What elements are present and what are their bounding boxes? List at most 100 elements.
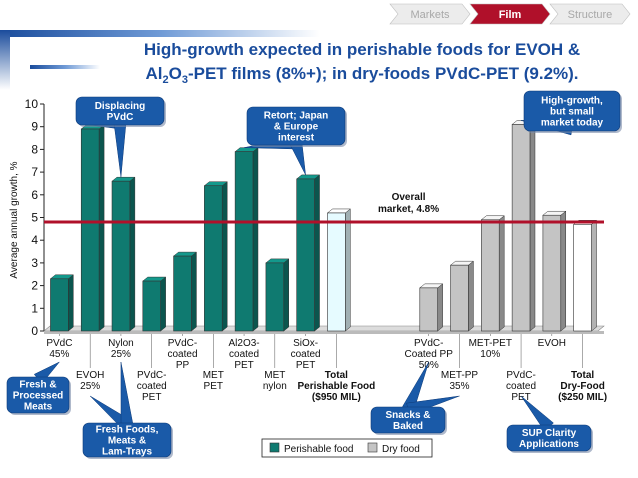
legend-swatch bbox=[367, 442, 378, 453]
legend-swatch bbox=[269, 442, 280, 453]
legend: Perishable food Dry food bbox=[261, 438, 433, 458]
x-tick-label: MET bbox=[203, 370, 224, 381]
x-tick-label: 10% bbox=[480, 349, 500, 360]
y-tick-label: 4 bbox=[31, 233, 38, 247]
callout-text: Meats & bbox=[108, 436, 146, 447]
svg-text:Film[interactable]: Film bbox=[499, 9, 522, 21]
bar-6 bbox=[234, 147, 259, 332]
bar-12 bbox=[419, 283, 444, 332]
x-tick-label: MET-PET bbox=[469, 338, 512, 349]
page-title: High-growth expected in perishable foods… bbox=[144, 40, 580, 59]
callout-text: High-growth, bbox=[541, 96, 603, 107]
callout-text: interest bbox=[278, 133, 315, 144]
x-tick-label: ($250 MIL) bbox=[558, 392, 607, 403]
x-tick-label: Perishable Food bbox=[297, 381, 375, 392]
bar-0 bbox=[49, 274, 75, 332]
x-tick-label: Dry-Food bbox=[560, 381, 604, 392]
callout-text: SUP Clarity bbox=[522, 428, 577, 439]
y-tick-label: 7 bbox=[31, 165, 38, 179]
x-tick-label: MET bbox=[264, 370, 285, 381]
x-tick-label: PVdC bbox=[46, 338, 72, 349]
bar-16 bbox=[542, 210, 567, 332]
x-tick-label: PET bbox=[234, 360, 253, 371]
x-tick-label: coated bbox=[506, 381, 536, 392]
bars bbox=[49, 119, 598, 332]
x-tick-label: coated bbox=[167, 349, 197, 360]
bar-7 bbox=[265, 258, 290, 332]
x-tick-label: PVdC- bbox=[168, 338, 197, 349]
x-tick-label: coated bbox=[229, 349, 259, 360]
callout-text: Displacing bbox=[95, 101, 146, 112]
bar-3 bbox=[142, 276, 167, 332]
x-tick-labels: PVdC45%EVOH25%Nylon25%PVdC-coatedPETPVdC… bbox=[46, 334, 607, 403]
y-tick-label: 10 bbox=[25, 97, 39, 111]
svg-text:Structure[interactable]: Structure bbox=[568, 9, 613, 21]
nav-tabs: Markets Film Structure bbox=[389, 3, 631, 25]
legend-entry-0: Perishable food bbox=[269, 442, 354, 455]
callout-text: Fresh Foods, bbox=[96, 425, 159, 436]
chart-floor-edge bbox=[44, 331, 604, 334]
callout-text: but small bbox=[550, 107, 594, 118]
x-tick-label: PET bbox=[142, 392, 161, 403]
x-tick-label: 25% bbox=[111, 349, 131, 360]
title-line1: High-growth expected in perishable foods… bbox=[144, 40, 580, 59]
growth-chart: Average annual growth, % 0 1 2 3 4 5 6 7 8 9 10 PV… bbox=[6, 90, 622, 459]
tab-markets[interactable]: Markets bbox=[389, 3, 471, 25]
x-tick-label: PVdC- bbox=[137, 370, 166, 381]
callout-text: market today bbox=[541, 118, 604, 129]
reference-line-label: market, 4.8% bbox=[378, 204, 439, 215]
x-tick-label: EVOH bbox=[538, 338, 566, 349]
x-tick-label: Al2O3- bbox=[228, 338, 259, 349]
bar-1 bbox=[80, 124, 105, 332]
y-tick-label: 5 bbox=[31, 211, 38, 225]
bar-8 bbox=[295, 174, 321, 332]
y-tick-label: 6 bbox=[31, 188, 38, 202]
callout-text: Fresh & bbox=[19, 380, 56, 391]
legend-entry-1: Dry food bbox=[367, 442, 420, 455]
x-tick-label: MET-PP bbox=[441, 370, 479, 381]
x-tick-label: coated bbox=[137, 381, 167, 392]
x-tick-label: nylon bbox=[263, 381, 287, 392]
x-tick-label: coated bbox=[291, 349, 321, 360]
bar-2 bbox=[111, 176, 136, 332]
y-axis-label: Average annual growth, % bbox=[9, 161, 20, 278]
reference-line-label: Overall bbox=[392, 192, 426, 203]
callout-text: Snacks & bbox=[385, 410, 430, 421]
callout-text: Lam-Trays bbox=[102, 447, 152, 458]
x-tick-label: PVdC- bbox=[414, 338, 443, 349]
x-tick-label: Coated PP bbox=[405, 349, 454, 360]
y-tick-label: 2 bbox=[31, 279, 38, 293]
legend-label: Perishable food bbox=[284, 444, 354, 455]
x-tick-label: PET bbox=[511, 392, 530, 403]
x-tick-label: EVOH bbox=[76, 370, 104, 381]
x-tick-label: PP bbox=[176, 360, 190, 371]
x-tick-label: PET bbox=[296, 360, 315, 371]
bar-14 bbox=[480, 215, 505, 332]
legend-box bbox=[261, 438, 433, 458]
callout-text: Retort; Japan bbox=[264, 111, 328, 122]
legend-label: Dry food bbox=[382, 444, 420, 455]
y-tick-label: 0 bbox=[31, 324, 38, 338]
callout-text: Processed bbox=[13, 391, 64, 402]
x-tick-label: 35% bbox=[449, 381, 469, 392]
tab-film[interactable]: Film bbox=[469, 3, 551, 25]
callout-text: Meats bbox=[24, 402, 53, 413]
callout-fresh-foods: Fresh Foods,Meats &Lam-Trays bbox=[82, 361, 173, 459]
callout-text: & Europe bbox=[274, 122, 319, 133]
x-tick-label: 50% bbox=[419, 360, 439, 371]
bar-4 bbox=[172, 251, 198, 332]
tab-structure[interactable]: Structure bbox=[549, 3, 631, 25]
x-tick-label: 45% bbox=[49, 349, 69, 360]
svg-text:Markets[interactable]: Markets bbox=[410, 9, 450, 21]
page-title-line2: Al2O3-PET films (8%+); in dry-foods PVdC… bbox=[145, 64, 578, 86]
bar-9 bbox=[326, 208, 352, 332]
x-tick-label: PVdC- bbox=[506, 370, 535, 381]
x-tick-label: SiOx- bbox=[293, 338, 318, 349]
